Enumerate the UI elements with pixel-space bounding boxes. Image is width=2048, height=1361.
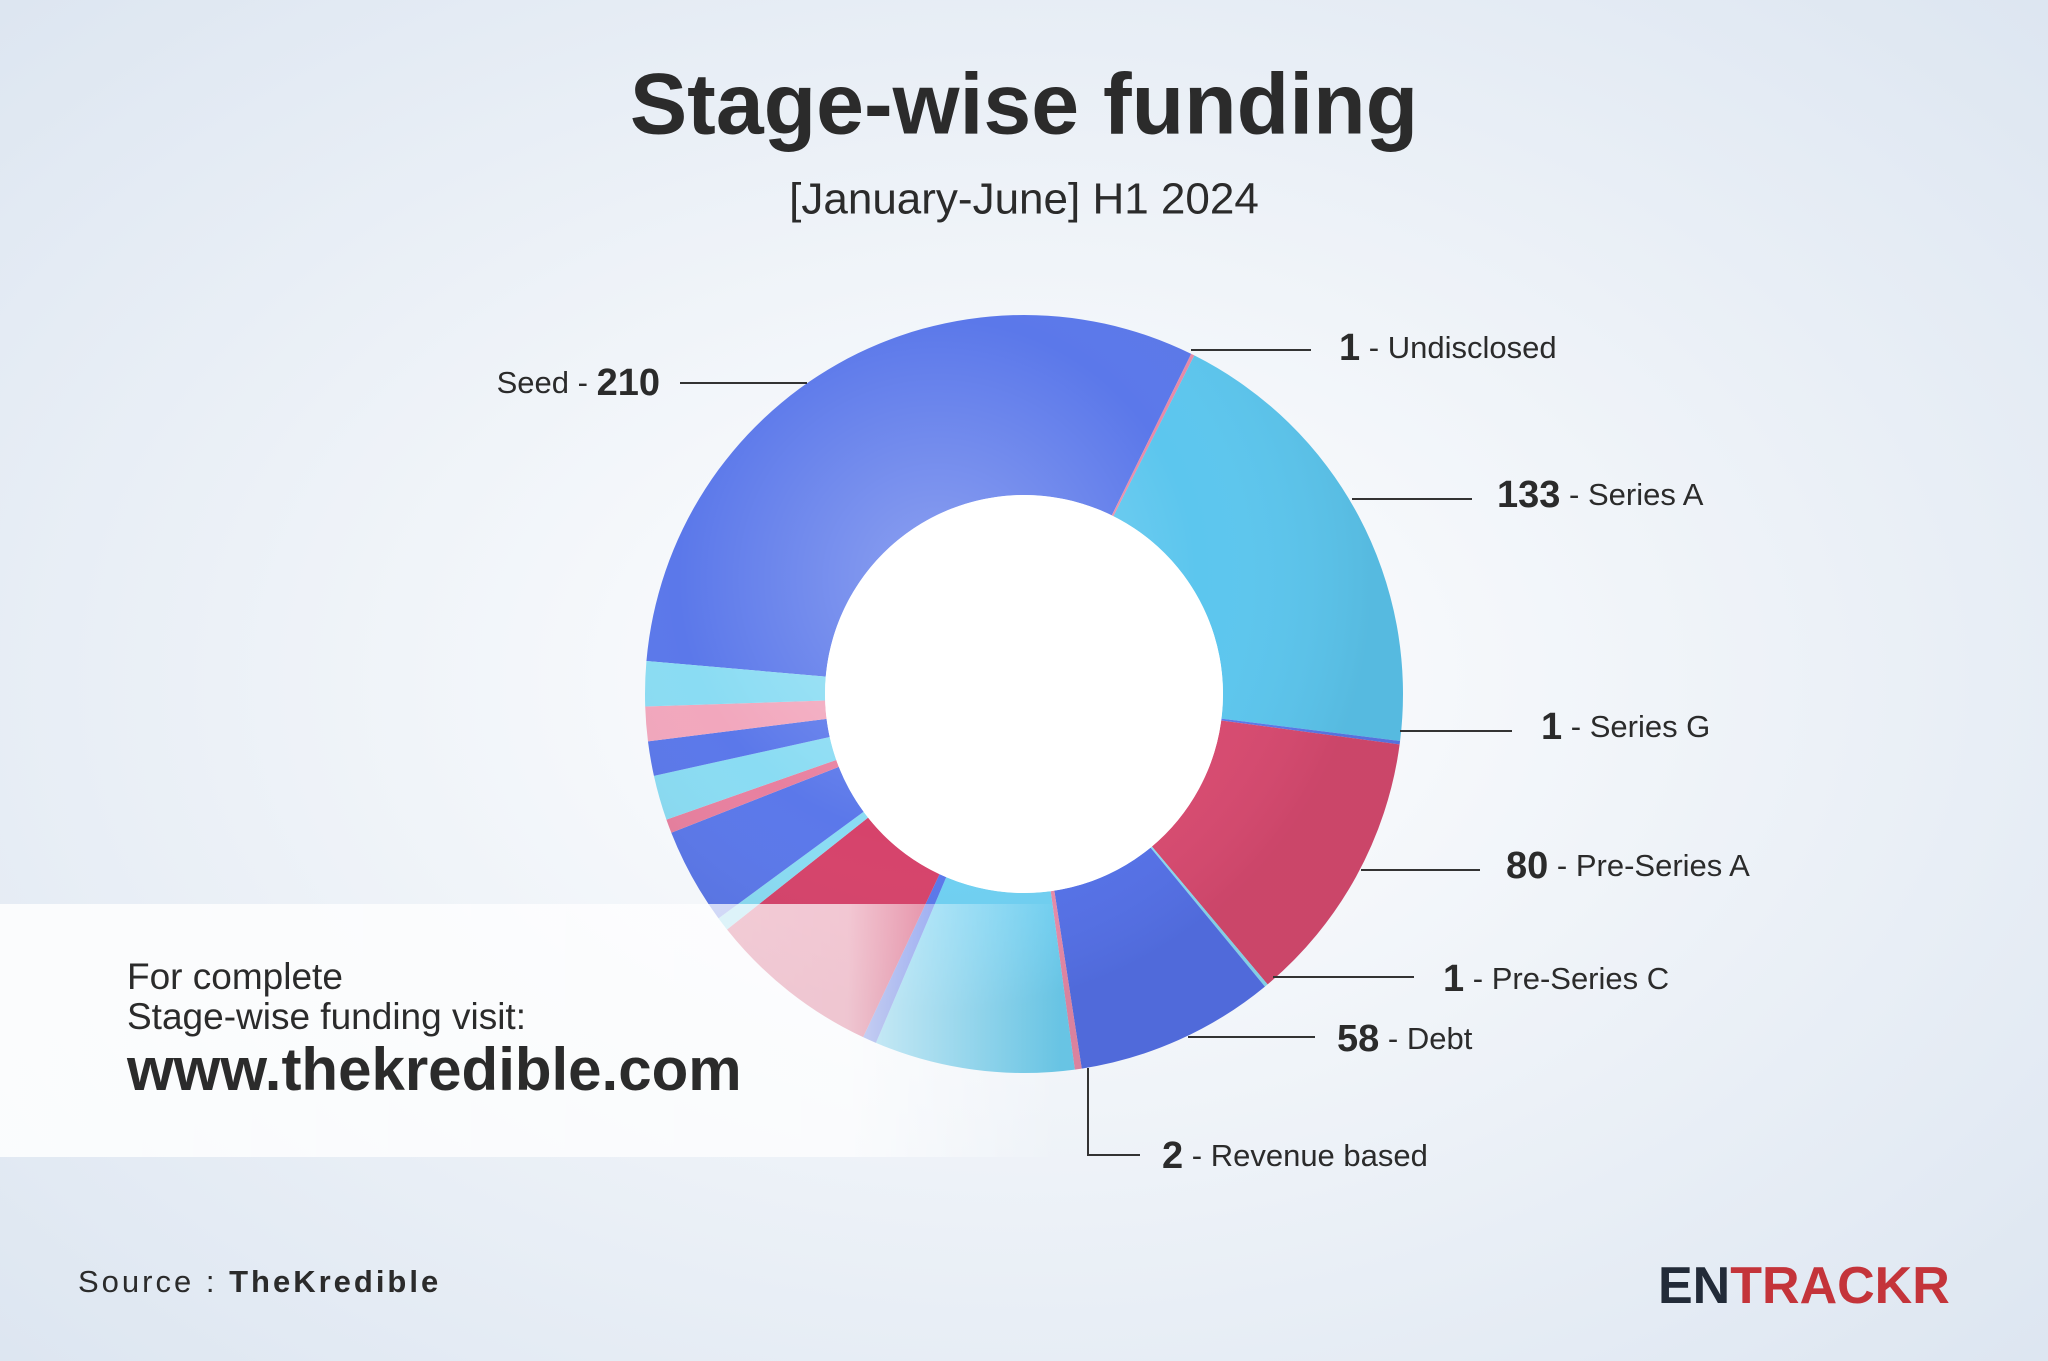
segment-label: Seed - 210: [497, 362, 660, 404]
source-label: Source :: [78, 1264, 217, 1299]
label-value: 210: [597, 362, 660, 404]
segment-label: 2 - Revenue based: [1162, 1135, 1428, 1177]
label-value: 1: [1339, 327, 1360, 369]
label-value: 1: [1541, 706, 1562, 748]
label-name: Pre-Series A: [1576, 848, 1750, 883]
label-separator: -: [1360, 330, 1388, 365]
label-value: 2: [1162, 1135, 1183, 1177]
chart-title: Stage-wise funding: [630, 57, 1418, 153]
label-separator: -: [1562, 709, 1590, 744]
segment-label: 80 - Pre-Series A: [1506, 845, 1750, 887]
label-value: 133: [1497, 474, 1560, 516]
label-name: Revenue based: [1211, 1138, 1428, 1173]
promo-band: [0, 904, 1060, 1157]
promo-line: For complete: [127, 956, 343, 997]
label-value: 80: [1506, 845, 1548, 887]
label-name: Series G: [1590, 709, 1711, 744]
segment-label: 1 - Series G: [1541, 706, 1710, 748]
logo-dark: EN: [1658, 1257, 1730, 1315]
logo: ENTRACKR: [1658, 1257, 1950, 1315]
promo-line: Stage-wise funding visit:: [127, 996, 526, 1037]
segment-label: 58 - Debt: [1337, 1018, 1473, 1060]
source-name: TheKredible: [229, 1264, 441, 1299]
label-name: Pre-Series C: [1492, 961, 1669, 996]
label-value: 1: [1443, 958, 1464, 1000]
label-separator: -: [1560, 477, 1588, 512]
label-name: Seed: [497, 365, 569, 400]
chart-subtitle: [January-June] H1 2024: [789, 175, 1259, 224]
segment-label: 1 - Undisclosed: [1339, 327, 1557, 369]
label-name: Debt: [1407, 1021, 1473, 1056]
promo-url: www.thekredible.com: [126, 1036, 742, 1103]
segment-label: 133 - Series A: [1497, 474, 1704, 516]
label-name: Undisclosed: [1388, 330, 1557, 365]
label-value: 58: [1337, 1018, 1379, 1060]
label-separator: -: [569, 365, 597, 400]
label-separator: -: [1379, 1021, 1407, 1056]
label-separator: -: [1548, 848, 1576, 883]
label-separator: -: [1183, 1138, 1211, 1173]
leader-line: [1087, 1068, 1140, 1156]
logo-red: TRACKR: [1730, 1257, 1950, 1315]
label-name: Series A: [1588, 477, 1704, 512]
label-separator: -: [1464, 961, 1492, 996]
donut-hole: [825, 495, 1223, 893]
source: Source : TheKredible: [78, 1264, 441, 1299]
segment-label: 1 - Pre-Series C: [1443, 958, 1669, 1000]
